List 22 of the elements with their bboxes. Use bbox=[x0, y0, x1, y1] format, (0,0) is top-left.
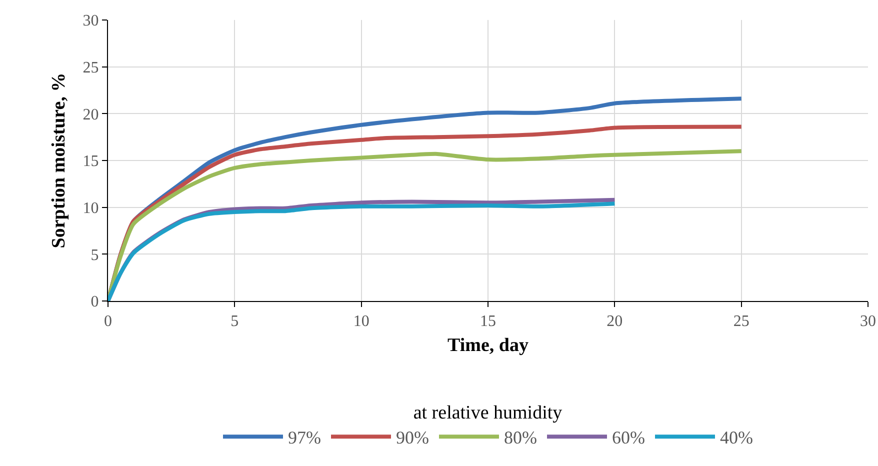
legend-label: 80% bbox=[504, 428, 537, 448]
legend-label: 90% bbox=[396, 428, 429, 448]
y-tick-label: 5 bbox=[90, 246, 99, 264]
y-tick-label: 25 bbox=[82, 59, 99, 76]
legend-label: 97% bbox=[288, 428, 321, 448]
legend-label: 40% bbox=[720, 428, 753, 448]
x-tick-label: 20 bbox=[606, 313, 623, 330]
x-tick-label: 15 bbox=[480, 313, 496, 330]
x-tick-label: 10 bbox=[353, 313, 370, 330]
x-tick-label: 0 bbox=[104, 313, 112, 330]
legend-title: at relative humidity bbox=[413, 402, 563, 424]
x-axis-title: Time, day bbox=[448, 335, 529, 356]
x-tick-label: 5 bbox=[230, 313, 239, 330]
y-tick-label: 10 bbox=[82, 200, 99, 217]
x-tick-label: 25 bbox=[733, 313, 750, 330]
y-tick-label: 20 bbox=[82, 106, 99, 124]
y-tick-label: 15 bbox=[82, 153, 99, 170]
y-tick-label: 30 bbox=[82, 12, 99, 30]
x-tick-label: 30 bbox=[860, 313, 876, 330]
legend-label: 60% bbox=[612, 428, 645, 448]
y-tick-label: 0 bbox=[90, 294, 99, 311]
y-axis-title: Sorption moisture, % bbox=[48, 72, 70, 248]
